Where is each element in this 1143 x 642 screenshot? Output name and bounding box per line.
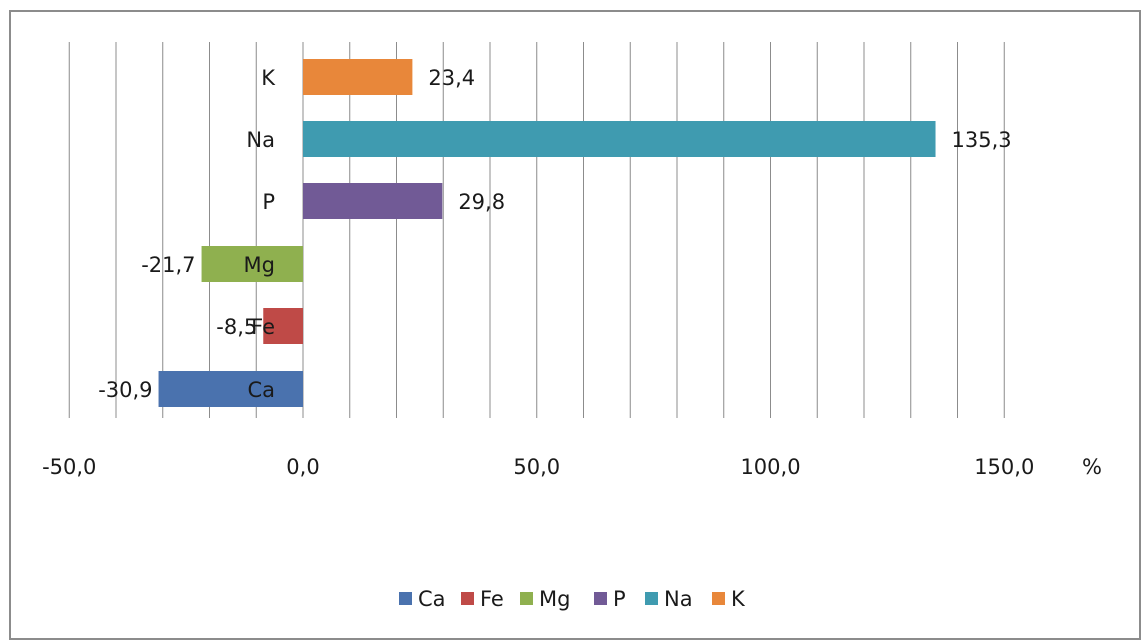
x-tick-label: 0,0 bbox=[286, 455, 319, 479]
legend-label-ca: Ca bbox=[418, 587, 446, 611]
legend-swatch-na bbox=[645, 592, 658, 605]
legend-swatch-fe bbox=[461, 592, 474, 605]
category-labels: Ca Fe Mg P Na K bbox=[244, 66, 277, 402]
value-label-na: 135,3 bbox=[952, 128, 1012, 152]
value-label-p: 29,8 bbox=[458, 190, 505, 214]
legend-label-p: P bbox=[613, 587, 626, 611]
gridlines bbox=[68, 42, 1005, 418]
x-tick-label: 150,0 bbox=[974, 455, 1034, 479]
legend-label-mg: Mg bbox=[539, 587, 570, 611]
bar-na bbox=[303, 121, 936, 157]
category-label-ca: Ca bbox=[247, 378, 275, 402]
legend-label-k: K bbox=[731, 587, 746, 611]
bar-ca bbox=[158, 371, 303, 407]
legend-label-fe: Fe bbox=[480, 587, 504, 611]
category-label-fe: Fe bbox=[251, 315, 275, 339]
legend-label-na: Na bbox=[664, 587, 693, 611]
x-tick-label: 50,0 bbox=[513, 455, 560, 479]
value-labels: -30,9 -8,5 -21,7 29,8 135,3 23,4 bbox=[98, 66, 1011, 402]
bar-fe bbox=[263, 308, 303, 344]
legend-swatch-ca bbox=[399, 592, 412, 605]
value-label-fe: -8,5 bbox=[216, 315, 257, 339]
value-label-k: 23,4 bbox=[428, 66, 475, 90]
category-label-na: Na bbox=[246, 128, 275, 152]
legend-swatch-k bbox=[712, 592, 725, 605]
category-label-p: P bbox=[262, 190, 275, 214]
legend-swatch-mg bbox=[520, 592, 533, 605]
x-tick-label: 100,0 bbox=[740, 455, 800, 479]
category-label-mg: Mg bbox=[244, 253, 275, 277]
bar-k bbox=[303, 59, 413, 95]
x-tick-label: -50,0 bbox=[42, 455, 96, 479]
legend: Ca Fe Mg P Na K bbox=[399, 587, 746, 611]
value-label-ca: -30,9 bbox=[98, 378, 152, 402]
bar-p bbox=[303, 183, 443, 219]
bars bbox=[158, 59, 936, 407]
legend-swatch-p bbox=[594, 592, 607, 605]
chart-frame bbox=[9, 10, 1141, 640]
category-label-k: K bbox=[261, 66, 276, 90]
x-axis-unit-label: % bbox=[1082, 455, 1102, 479]
value-label-mg: -21,7 bbox=[141, 253, 195, 277]
x-tick-labels: -50,0 0,0 50,0 100,0 150,0 bbox=[42, 455, 1034, 479]
bar-mg bbox=[201, 246, 303, 282]
